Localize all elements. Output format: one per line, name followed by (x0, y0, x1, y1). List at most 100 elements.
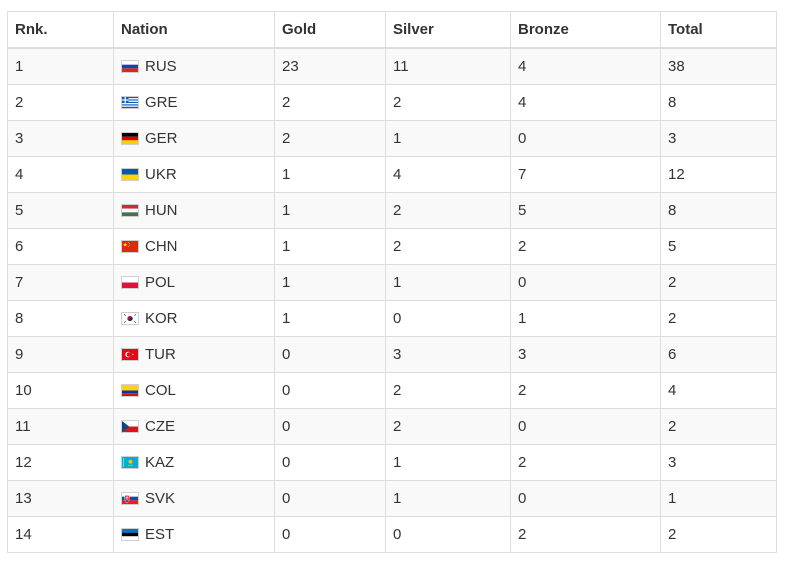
bronze-cell: 1 (510, 300, 661, 337)
nation-cell: GRE (113, 84, 275, 121)
nation-code: RUS (145, 58, 177, 75)
table-row: 9 TUR 0 3 3 6 (7, 336, 777, 373)
nation-code: POL (145, 274, 176, 291)
estonia-flag-icon (121, 528, 139, 541)
header-rank: Rnk. (7, 11, 114, 49)
table-row: 8 KOR 1 0 1 2 (7, 300, 777, 337)
table-row: 11 CZE 0 2 0 2 (7, 408, 777, 445)
nation-code: CHN (145, 238, 178, 255)
silver-cell: 2 (385, 84, 511, 121)
header-nation: Nation (113, 11, 275, 49)
gold-cell: 1 (274, 156, 386, 193)
rank-cell: 11 (7, 408, 114, 445)
silver-cell: 3 (385, 336, 511, 373)
nation-cell: UKR (113, 156, 275, 193)
bronze-cell: 5 (510, 192, 661, 229)
rank-cell: 6 (7, 228, 114, 265)
rank-cell: 7 (7, 264, 114, 301)
gold-cell: 0 (274, 372, 386, 409)
nation-cell: KAZ (113, 444, 275, 481)
rank-cell: 9 (7, 336, 114, 373)
medal-table-container: Rnk. Nation Gold Silver Bronze Total 1 RU… (7, 11, 777, 553)
poland-flag-icon (121, 276, 139, 289)
total-cell: 2 (660, 516, 777, 553)
gold-cell: 2 (274, 120, 386, 157)
total-cell: 3 (660, 444, 777, 481)
silver-cell: 4 (385, 156, 511, 193)
nation-cell: SVK (113, 480, 275, 517)
ukraine-flag-icon (121, 168, 139, 181)
rank-cell: 12 (7, 444, 114, 481)
china-flag-icon (121, 240, 139, 253)
bronze-cell: 0 (510, 120, 661, 157)
nation-code: KOR (145, 310, 178, 327)
total-cell: 1 (660, 480, 777, 517)
nation-code: HUN (145, 202, 178, 219)
silver-cell: 1 (385, 444, 511, 481)
bronze-cell: 0 (510, 264, 661, 301)
total-cell: 38 (660, 47, 777, 85)
bronze-cell: 4 (510, 47, 661, 85)
table-row: 10 COL 0 2 2 4 (7, 372, 777, 409)
bronze-cell: 0 (510, 408, 661, 445)
rank-cell: 3 (7, 120, 114, 157)
gold-cell: 23 (274, 47, 386, 85)
rank-cell: 14 (7, 516, 114, 553)
gold-cell: 0 (274, 516, 386, 553)
bronze-cell: 2 (510, 444, 661, 481)
gold-cell: 0 (274, 444, 386, 481)
silver-cell: 1 (385, 480, 511, 517)
nation-cell: GER (113, 120, 275, 157)
colombia-flag-icon (121, 384, 139, 397)
nation-cell: KOR (113, 300, 275, 337)
rank-cell: 10 (7, 372, 114, 409)
table-row: 13 SVK 0 1 0 1 (7, 480, 777, 517)
nation-code: TUR (145, 346, 176, 363)
russia-flag-icon (121, 60, 139, 73)
nation-code: COL (145, 382, 176, 399)
silver-cell: 0 (385, 300, 511, 337)
silver-cell: 0 (385, 516, 511, 553)
bronze-cell: 4 (510, 84, 661, 121)
table-row: 12 KAZ 0 1 2 3 (7, 444, 777, 481)
nation-code: EST (145, 526, 175, 543)
table-row: 2 GRE 2 2 4 8 (7, 84, 777, 121)
silver-cell: 2 (385, 192, 511, 229)
table-row: 1 RUS 23 11 4 38 (7, 47, 777, 85)
gold-cell: 0 (274, 336, 386, 373)
bronze-cell: 7 (510, 156, 661, 193)
total-cell: 4 (660, 372, 777, 409)
total-cell: 6 (660, 336, 777, 373)
nation-cell: HUN (113, 192, 275, 229)
rank-cell: 13 (7, 480, 114, 517)
total-cell: 2 (660, 408, 777, 445)
header-silver: Silver (385, 11, 511, 49)
total-cell: 5 (660, 228, 777, 265)
gold-cell: 1 (274, 192, 386, 229)
table-row: 4 UKR 1 4 7 12 (7, 156, 777, 193)
silver-cell: 1 (385, 264, 511, 301)
nation-cell: RUS (113, 47, 275, 85)
turkey-flag-icon (121, 348, 139, 361)
hungary-flag-icon (121, 204, 139, 217)
rank-cell: 5 (7, 192, 114, 229)
nation-cell: EST (113, 516, 275, 553)
gold-cell: 1 (274, 300, 386, 337)
table-row: 7 POL 1 1 0 2 (7, 264, 777, 301)
nation-cell: COL (113, 372, 275, 409)
slovakia-flag-icon (121, 492, 139, 505)
rank-cell: 1 (7, 47, 114, 85)
nation-cell: POL (113, 264, 275, 301)
table-row: 14 EST 0 0 2 2 (7, 516, 777, 553)
south-korea-flag-icon (121, 312, 139, 325)
czech-flag-icon (121, 420, 139, 433)
table-row: 5 HUN 1 2 5 8 (7, 192, 777, 229)
nation-code: CZE (145, 418, 175, 435)
header-row: Rnk. Nation Gold Silver Bronze Total (7, 11, 777, 49)
bronze-cell: 3 (510, 336, 661, 373)
kazakhstan-flag-icon (121, 456, 139, 469)
total-cell: 8 (660, 192, 777, 229)
silver-cell: 11 (385, 47, 511, 85)
bronze-cell: 2 (510, 228, 661, 265)
silver-cell: 2 (385, 228, 511, 265)
